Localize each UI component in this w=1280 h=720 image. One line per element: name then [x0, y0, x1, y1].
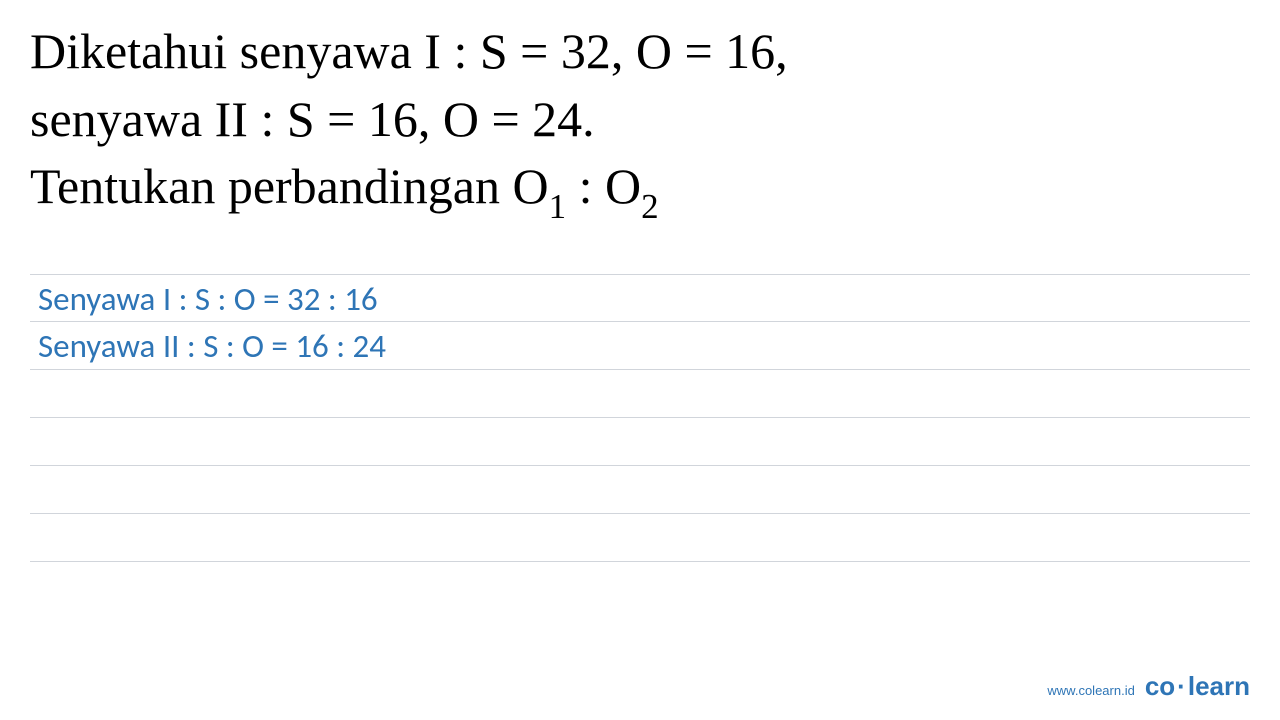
answer-blank-line [30, 466, 1250, 514]
logo-dot-icon: · [1177, 671, 1186, 701]
logo-learn: learn [1188, 671, 1250, 701]
problem-line-2: senyawa II : S = 16, O = 24. [30, 86, 1250, 154]
subscript-1: 1 [549, 187, 567, 226]
answer-blank-line [30, 514, 1250, 562]
problem-text-part1: Tentukan perbandingan O [30, 158, 549, 214]
footer-logo: co·learn [1145, 671, 1250, 702]
answer-blank-line [30, 370, 1250, 418]
answer-line-2: Senyawa II : S : O = 16 : 24 [30, 322, 1250, 370]
footer-url: www.colearn.id [1047, 683, 1134, 698]
footer: www.colearn.id co·learn [1047, 671, 1250, 702]
problem-text-part2: : O [566, 158, 641, 214]
answer-blank-line [30, 418, 1250, 466]
answer-line-1: Senyawa I : S : O = 32 : 16 [30, 274, 1250, 322]
answer-section: Senyawa I : S : O = 32 : 16 Senyawa II :… [0, 274, 1280, 562]
problem-line-3: Tentukan perbandingan O1 : O2 [30, 153, 1250, 226]
logo-co: co [1145, 671, 1175, 701]
problem-section: Diketahui senyawa I : S = 32, O = 16, se… [0, 0, 1280, 226]
subscript-2: 2 [641, 187, 659, 226]
problem-line-1: Diketahui senyawa I : S = 32, O = 16, [30, 18, 1250, 86]
